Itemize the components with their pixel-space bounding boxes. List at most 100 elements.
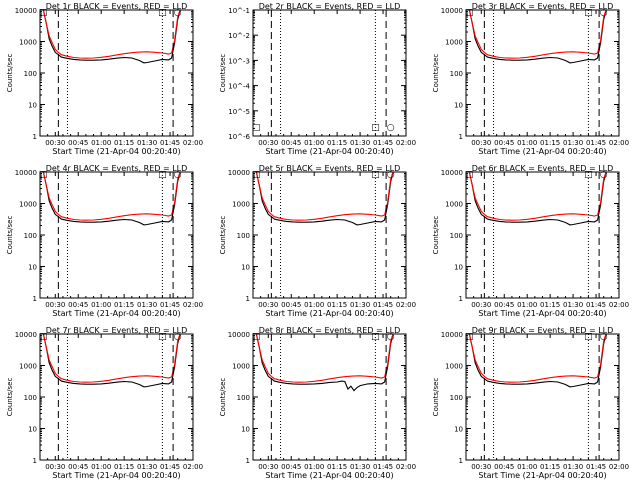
y-tick-label: 10^-5	[228, 108, 250, 116]
x-tick-label: 00:30	[471, 463, 491, 471]
plot-frame	[252, 333, 407, 461]
x-tick-label: 01:15	[114, 463, 134, 471]
plot-frame	[465, 171, 620, 299]
square-marker: □	[252, 123, 261, 133]
x-tick-label: 02:00	[183, 139, 203, 147]
x-tick-label: 01:30	[137, 463, 157, 471]
circle-marker: ○	[600, 170, 608, 180]
y-tick-label: 10000	[441, 169, 463, 177]
y-axis-label: Counts/sec	[432, 216, 440, 255]
x-tick-label: 01:45	[160, 139, 180, 147]
panel-title: Det 6r BLACK = Events, RED = LLD	[472, 164, 614, 173]
panel-det-5: Det 5r BLACK = Events, RED = LLD 00:30 00:…	[219, 164, 416, 318]
y-tick-label: 10^-1	[228, 7, 250, 15]
y-tick-label: 1	[246, 457, 250, 465]
x-tick-label: 01:00	[304, 139, 324, 147]
y-axis-label: Counts/sec	[432, 378, 440, 417]
circle-marker: ○	[387, 170, 395, 180]
x-tick-label: 01:15	[327, 301, 347, 309]
circle-marker: ○	[174, 332, 182, 342]
panel-det-8: Det 8r BLACK = Events, RED = LLD 00:30 00:…	[219, 326, 416, 480]
x-tick-label: 02:00	[183, 463, 203, 471]
y-tick-label: 1	[33, 133, 37, 141]
y-axis-label: Counts/sec	[432, 54, 440, 93]
x-tick-label: 00:30	[258, 139, 278, 147]
x-tick-label: 02:00	[609, 463, 629, 471]
panel-det-7: Det 7r BLACK = Events, RED = LLD 00:30 00:…	[6, 326, 203, 480]
y-tick-label: 10000	[228, 169, 250, 177]
x-tick-label: 00:30	[471, 301, 491, 309]
panel-title: Det 8r BLACK = Events, RED = LLD	[259, 326, 401, 335]
x-tick-label: 01:30	[563, 301, 583, 309]
lld-line	[42, 334, 181, 383]
x-axis-label: Start Time (21-Apr-04 00:20:40)	[478, 147, 606, 156]
circle-marker: ○	[600, 8, 608, 18]
panel-title: Det 5r BLACK = Events, RED = LLD	[259, 164, 401, 173]
lld-line	[255, 172, 394, 221]
square-marker: □	[465, 170, 474, 180]
y-tick-label: 1000	[232, 363, 250, 371]
x-tick-label: 00:45	[494, 301, 514, 309]
x-tick-label: 00:45	[68, 139, 88, 147]
y-axis-label: Counts/sec	[219, 378, 227, 417]
x-tick-label: 01:15	[327, 463, 347, 471]
x-tick-label: 01:30	[350, 301, 370, 309]
y-tick-label: 1000	[445, 363, 463, 371]
square-marker: □	[252, 170, 261, 180]
y-tick-label: 10000	[441, 7, 463, 15]
lld-line	[468, 172, 607, 221]
x-axis-label: Start Time (21-Apr-04 00:20:40)	[478, 471, 606, 480]
panel-title: Det 9r BLACK = Events, RED = LLD	[472, 326, 614, 335]
square-marker: □	[39, 8, 48, 18]
x-tick-label: 00:45	[494, 463, 514, 471]
x-tick-label: 00:45	[281, 301, 301, 309]
x-tick-label: 01:15	[114, 301, 134, 309]
x-tick-label: 00:30	[45, 301, 65, 309]
square-marker: □	[39, 170, 48, 180]
y-axis-label: Counts/sec	[6, 216, 14, 255]
x-tick-label: 01:45	[373, 139, 393, 147]
lld-line	[42, 172, 181, 221]
y-tick-label: 10000	[15, 7, 37, 15]
x-tick-label: 00:30	[45, 463, 65, 471]
events-line	[42, 334, 181, 388]
square-marker: □	[371, 170, 380, 180]
square-marker: □	[465, 332, 474, 342]
x-tick-label: 02:00	[609, 139, 629, 147]
square-marker: □	[371, 123, 380, 133]
lld-line	[468, 10, 607, 59]
x-tick-label: 00:45	[68, 301, 88, 309]
x-axis-label: Start Time (21-Apr-04 00:20:40)	[52, 471, 180, 480]
x-axis-label: Start Time (21-Apr-04 00:20:40)	[265, 471, 393, 480]
y-tick-label: 100	[450, 394, 463, 402]
y-tick-label: 10	[28, 102, 37, 110]
x-tick-label: 01:15	[327, 139, 347, 147]
y-axis-label: Counts/sec	[6, 54, 14, 93]
x-tick-label: 01:30	[137, 301, 157, 309]
y-tick-label: 100	[24, 394, 37, 402]
panel-det-6: Det 6r BLACK = Events, RED = LLD 00:30 00:…	[432, 164, 629, 318]
square-marker: □	[465, 8, 474, 18]
x-tick-label: 01:45	[160, 463, 180, 471]
plot-frame	[252, 171, 407, 299]
y-tick-label: 10000	[15, 169, 37, 177]
x-tick-label: 01:15	[114, 139, 134, 147]
y-tick-label: 10^-3	[228, 57, 250, 65]
x-tick-label: 01:45	[586, 463, 606, 471]
y-tick-label: 1000	[19, 39, 37, 47]
x-axis-label: Start Time (21-Apr-04 00:20:40)	[265, 147, 393, 156]
x-tick-label: 01:45	[586, 301, 606, 309]
y-tick-label: 10	[454, 264, 463, 272]
circle-marker: ○	[174, 8, 182, 18]
x-axis-label: Start Time (21-Apr-04 00:20:40)	[265, 309, 393, 318]
events-line	[255, 172, 394, 226]
x-tick-label: 01:30	[563, 139, 583, 147]
plot-frame	[465, 9, 620, 137]
x-tick-label: 01:00	[517, 463, 537, 471]
y-tick-label: 10	[454, 102, 463, 110]
events-line	[42, 172, 181, 226]
x-tick-label: 02:00	[183, 301, 203, 309]
x-tick-label: 01:15	[540, 301, 560, 309]
x-tick-label: 00:45	[494, 139, 514, 147]
events-line	[468, 10, 607, 64]
